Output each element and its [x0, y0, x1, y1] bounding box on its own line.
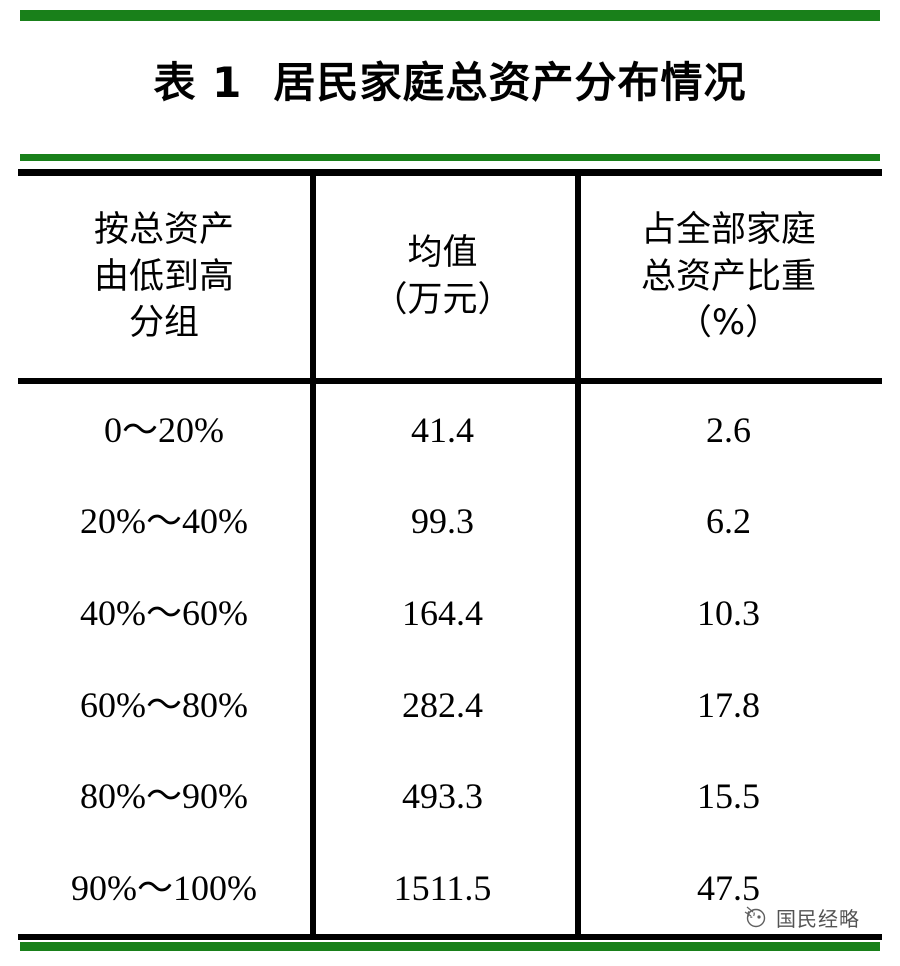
- column-header-asset-group: 按总资产 由低到高 分组: [18, 176, 310, 378]
- column-header-line: 占全部家庭: [640, 209, 816, 250]
- table-bottom-rule: [18, 934, 882, 940]
- cell-share: 47.5: [697, 867, 760, 908]
- circular-emblem-icon: [742, 903, 770, 931]
- table-row: 40%～60% 164.4 10.3: [18, 567, 882, 659]
- table-header-row: 按总资产 由低到高 分组 均值 （万元） 占全部家庭 总资产比重 （%）: [18, 176, 882, 378]
- cell-group: 60%～80%: [80, 684, 248, 725]
- column-header-line: 总资产比重: [640, 256, 816, 297]
- column-header-line: 由低到高: [93, 256, 234, 297]
- column-header-line: （万元）: [372, 280, 513, 320]
- column-header-line: （%）: [676, 303, 781, 344]
- column-header-line: 分组: [128, 303, 199, 344]
- table-row: 0～20% 41.4 2.6: [18, 384, 882, 476]
- cell-mean: 282.4: [402, 684, 483, 725]
- cell-mean: 41.4: [411, 409, 474, 450]
- column-header-line: 按总资产: [93, 209, 234, 250]
- table-body: 0～20% 41.4 2.6 20%～40% 99.3 6.2 40%～60% …: [18, 384, 882, 934]
- table-top-rule: [18, 169, 882, 176]
- watermark-label: 国民经略: [776, 906, 860, 931]
- cell-group: 20%～40%: [80, 501, 248, 542]
- column-header-share: 占全部家庭 总资产比重 （%）: [575, 176, 882, 378]
- column-header-line: 均值: [407, 233, 478, 274]
- top-green-rule: [20, 10, 880, 21]
- table-row: 80%～90% 493.3 15.5: [18, 750, 882, 842]
- page-title: 表 1 居民家庭总资产分布情况: [153, 58, 747, 107]
- cell-group: 90%～100%: [71, 867, 257, 908]
- table-row: 90%～100% 1511.5 47.5: [18, 842, 882, 934]
- title-green-rule: [20, 154, 880, 161]
- cell-share: 6.2: [706, 501, 751, 542]
- column-header-mean: 均值 （万元）: [310, 176, 575, 378]
- data-table: 按总资产 由低到高 分组 均值 （万元） 占全部家庭 总资产比重 （%） 0～2…: [18, 176, 882, 934]
- cell-share: 17.8: [697, 684, 760, 725]
- column-divider-2: [575, 176, 581, 934]
- cell-group: 40%～60%: [80, 592, 248, 633]
- cell-share: 15.5: [697, 776, 760, 817]
- table-row: 20%～40% 99.3 6.2: [18, 476, 882, 568]
- cell-group: 80%～90%: [80, 776, 248, 817]
- cell-mean: 99.3: [411, 501, 474, 542]
- watermark: 国民经略: [742, 900, 882, 934]
- column-divider-1: [310, 176, 316, 934]
- cell-mean: 164.4: [402, 592, 483, 633]
- bottom-green-rule: [20, 942, 880, 951]
- cell-mean: 493.3: [402, 776, 483, 817]
- cell-share: 2.6: [706, 409, 751, 450]
- cell-share: 10.3: [697, 592, 760, 633]
- table-row: 60%～80% 282.4 17.8: [18, 659, 882, 751]
- header-separator-rule: [18, 378, 882, 384]
- cell-mean: 1511.5: [393, 867, 492, 908]
- cell-group: 0～20%: [104, 409, 224, 450]
